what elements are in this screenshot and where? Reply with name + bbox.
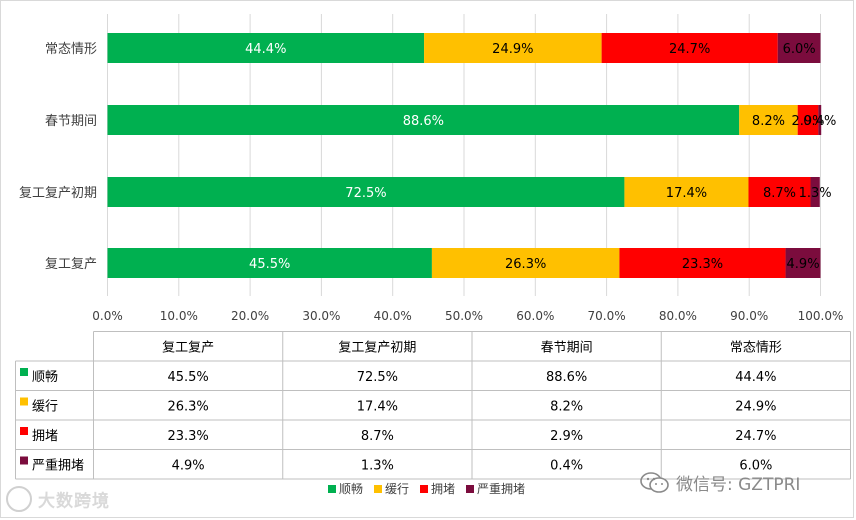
- bar-segment: [601, 33, 778, 63]
- watermark-left-text: 大数跨境: [38, 491, 110, 512]
- category-label: 常态情形: [45, 42, 97, 57]
- data-label: 44.4%: [245, 42, 286, 57]
- table-cell: 24.9%: [735, 399, 776, 414]
- x-tick-label: 60.0%: [516, 309, 554, 323]
- bar-segment: [107, 105, 740, 135]
- table-cell: 88.6%: [546, 370, 587, 385]
- bar-segment: [739, 105, 798, 135]
- bar-segment: [748, 177, 811, 207]
- data-label: 6.0%: [783, 42, 816, 57]
- legend-swatch: [466, 485, 474, 493]
- table-header: 复工复产: [162, 340, 214, 355]
- legend-label: 拥堵: [431, 482, 455, 496]
- watermark-right-text: 微信号: GZTPRI: [676, 475, 801, 495]
- legend-label: 严重拥堵: [477, 482, 525, 496]
- legend-key: [20, 397, 28, 406]
- table-row-label: 严重拥堵: [32, 457, 84, 473]
- table-row-label: 顺畅: [32, 370, 58, 385]
- x-tick-label: 30.0%: [302, 309, 340, 323]
- legend-swatch: [374, 485, 382, 493]
- bar-segment: [624, 177, 749, 207]
- bar-segment: [810, 177, 820, 207]
- bar-segment: [107, 248, 432, 278]
- wechat-icon: [640, 471, 670, 494]
- bar-segment: [431, 248, 620, 278]
- data-label: 24.7%: [669, 42, 710, 57]
- x-tick-label: 90.0%: [730, 309, 768, 323]
- bar-segment: [107, 177, 625, 207]
- legend-label: 顺畅: [339, 482, 363, 496]
- x-tick-label: 50.0%: [445, 309, 483, 323]
- legend-swatch: [328, 485, 336, 493]
- data-label: 4.9%: [787, 257, 820, 272]
- x-tick-label: 80.0%: [659, 309, 697, 323]
- data-label: 17.4%: [666, 186, 707, 201]
- table-cell: 26.3%: [167, 399, 208, 414]
- table-cell: 8.2%: [550, 399, 583, 414]
- table-cell: 0.4%: [550, 458, 583, 473]
- watermark-left: 大数跨境: [6, 486, 118, 516]
- bar-segment: [785, 248, 821, 278]
- bar-segment: [424, 33, 602, 63]
- x-tick-label: 100.0%: [798, 309, 844, 323]
- x-tick-label: 40.0%: [374, 309, 412, 323]
- data-label: 0.4%: [803, 114, 836, 129]
- data-label: 88.6%: [403, 114, 444, 129]
- x-tick-label: 0.0%: [92, 309, 123, 323]
- data-label: 24.9%: [492, 42, 533, 57]
- category-label: 春节期间: [45, 114, 97, 129]
- table-cell: 17.4%: [357, 399, 398, 414]
- bar-segment: [797, 105, 819, 135]
- legend-label: 缓行: [385, 482, 409, 496]
- data-label: 2.9%: [792, 114, 825, 129]
- legend-key: [20, 456, 28, 465]
- table-cell: 6.0%: [739, 458, 772, 473]
- table-row-label: 拥堵: [32, 429, 58, 444]
- legend-key: [20, 427, 28, 435]
- category-label: 复工复产初期: [19, 186, 97, 201]
- data-label: 8.7%: [763, 186, 796, 201]
- logo-icon: [6, 486, 32, 512]
- bar-segment: [818, 105, 822, 135]
- table-cell: 8.7%: [361, 429, 394, 444]
- table-cell: 44.4%: [735, 370, 776, 385]
- table-header: 复工复产初期: [338, 340, 416, 355]
- table-header: 春节期间: [541, 340, 593, 355]
- legend-key: [20, 368, 28, 376]
- table-cell: 23.3%: [167, 429, 208, 444]
- category-label: 复工复产: [45, 257, 97, 272]
- data-label: 23.3%: [682, 257, 723, 272]
- table-cell: 72.5%: [357, 370, 398, 385]
- watermark-right: 微信号: GZTPRI: [640, 470, 800, 500]
- x-tick-label: 70.0%: [588, 309, 626, 323]
- data-label: 45.5%: [249, 257, 290, 272]
- data-label: 72.5%: [345, 186, 386, 201]
- table-row-label: 缓行: [32, 399, 58, 414]
- x-tick-label: 20.0%: [231, 309, 269, 323]
- table-cell: 2.9%: [550, 429, 583, 444]
- bar-segment: [107, 33, 425, 63]
- table-header: 常态情形: [730, 340, 782, 355]
- data-label: 1.3%: [799, 186, 832, 201]
- legend-swatch: [420, 485, 428, 493]
- table-cell: 45.5%: [167, 370, 208, 385]
- bar-segment: [777, 33, 821, 63]
- data-label: 26.3%: [505, 257, 546, 272]
- data-label: 8.2%: [752, 114, 785, 129]
- table-cell: 24.7%: [735, 429, 776, 444]
- x-tick-label: 10.0%: [160, 309, 198, 323]
- bar-segment: [619, 248, 786, 278]
- table-cell: 1.3%: [361, 458, 394, 473]
- table-cell: 4.9%: [172, 458, 205, 473]
